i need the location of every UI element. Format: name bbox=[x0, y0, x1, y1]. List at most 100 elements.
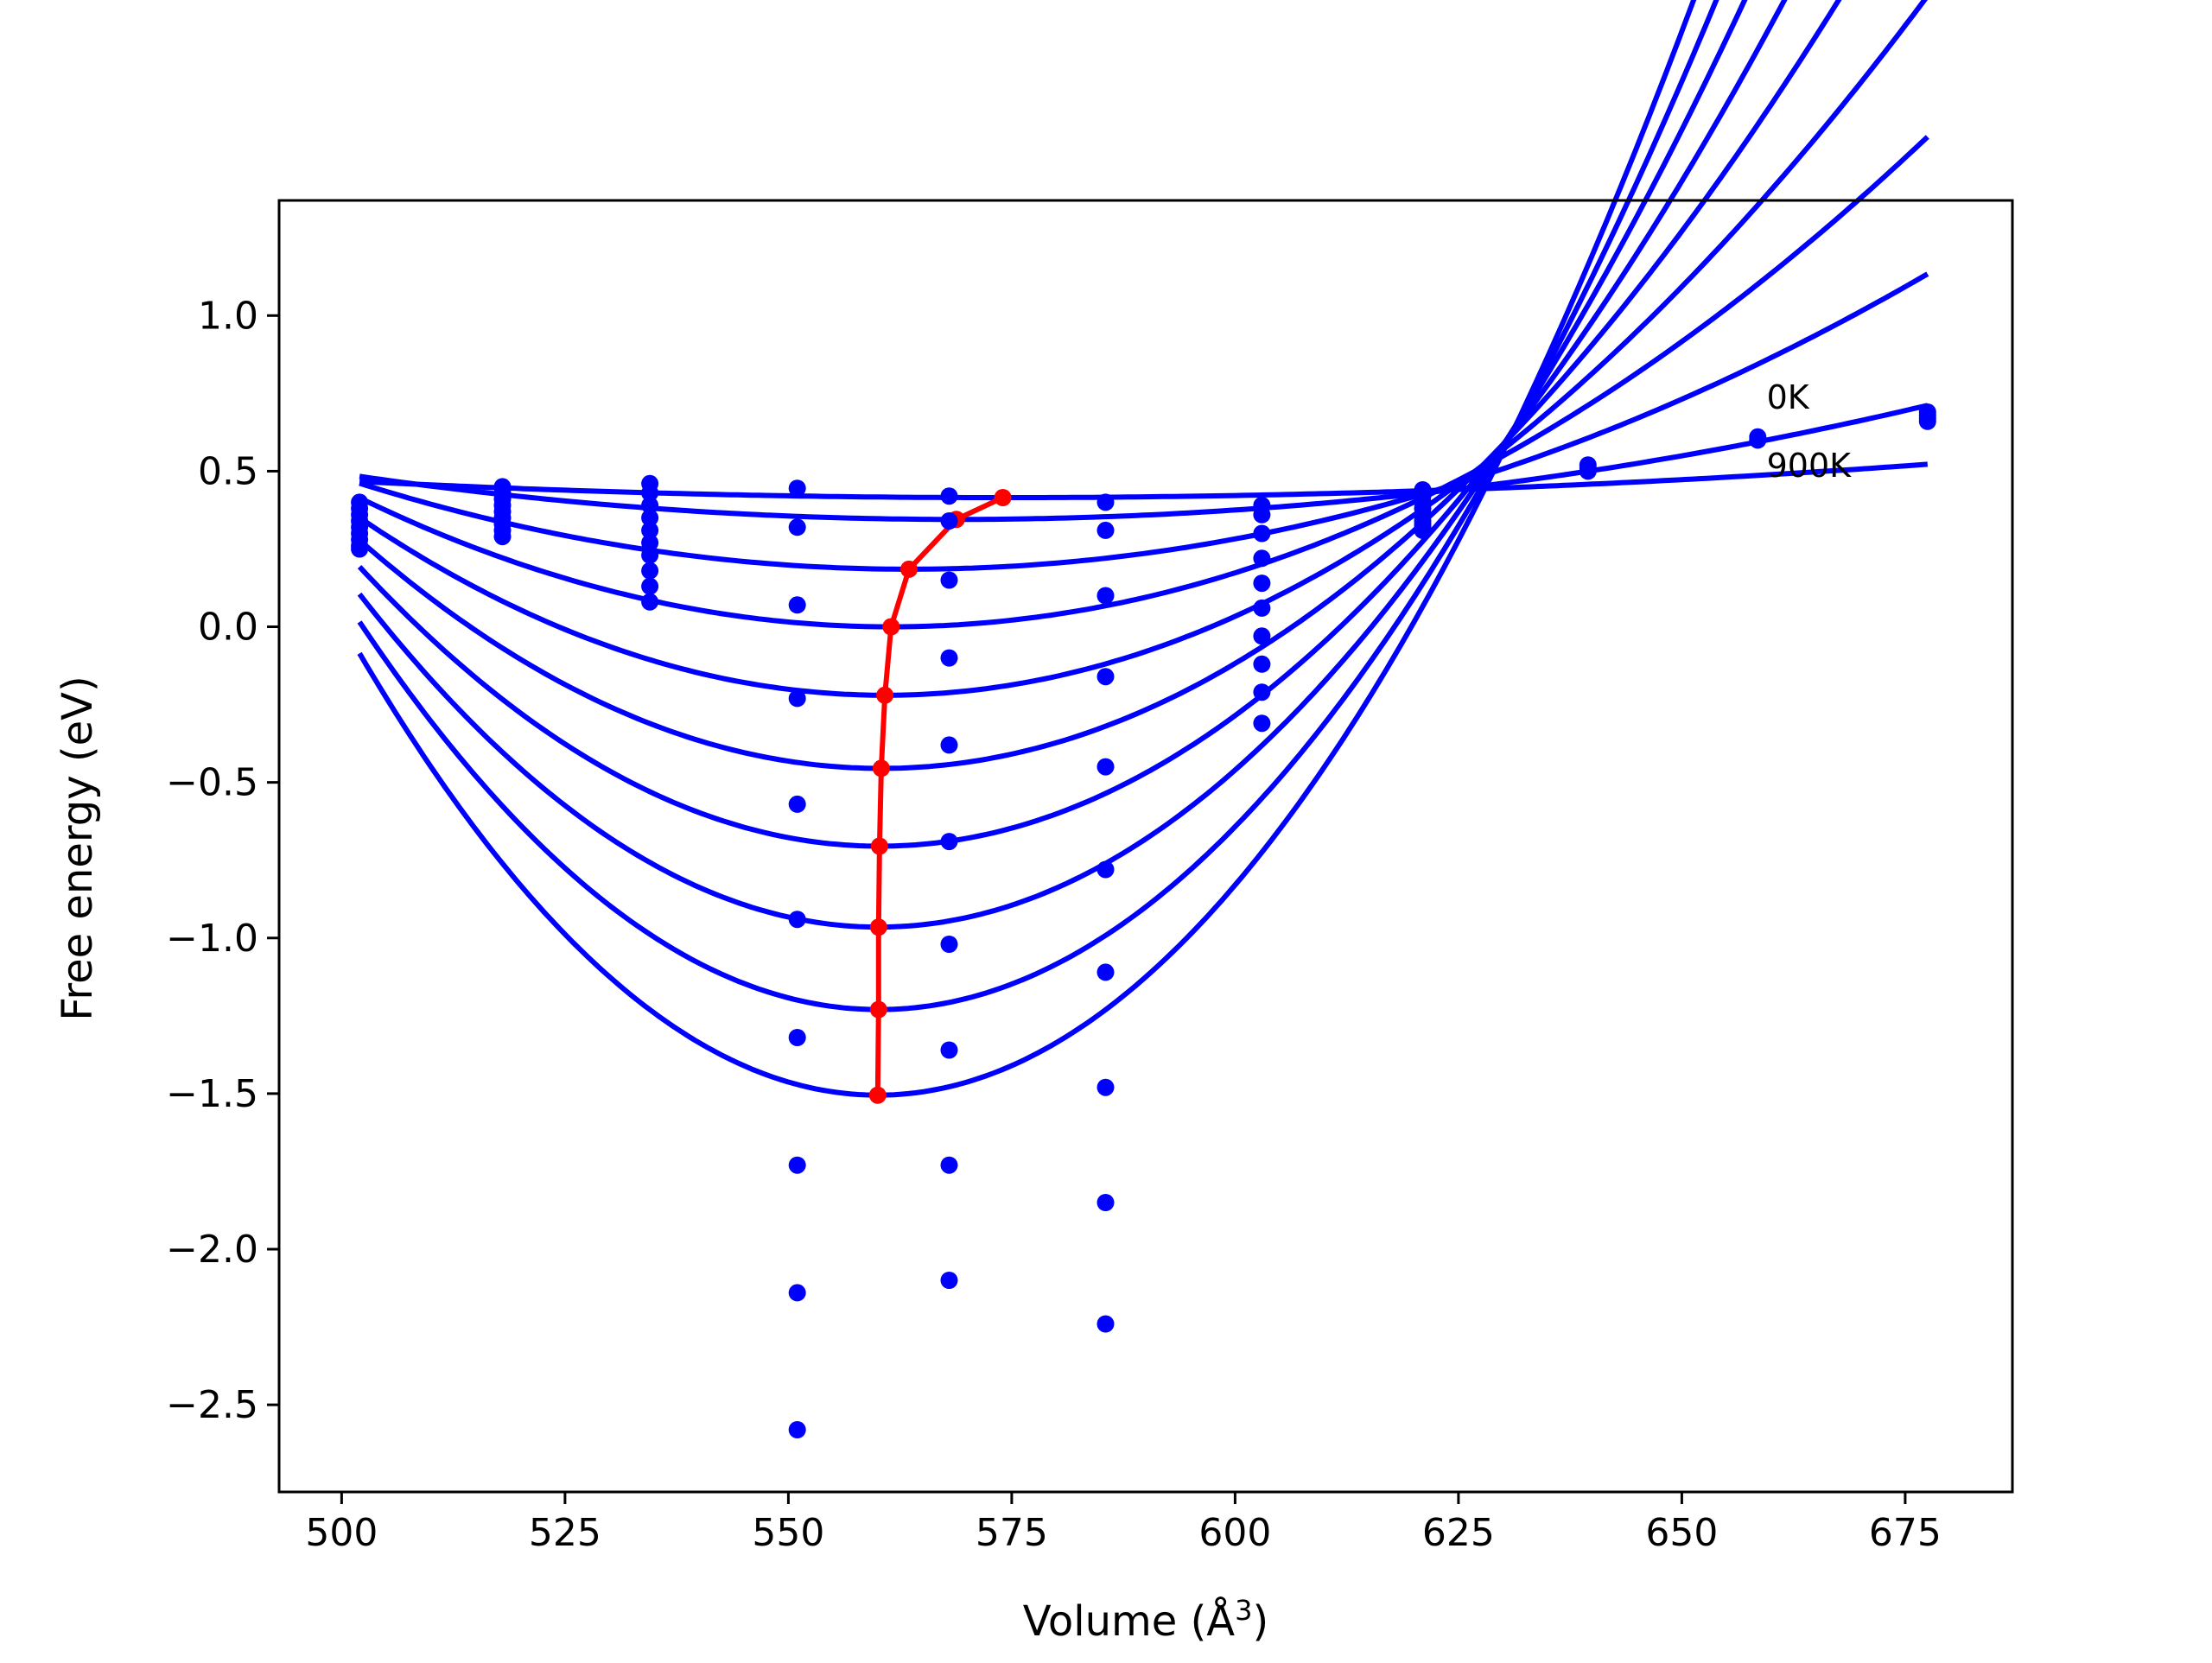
minimum-point-2 bbox=[900, 560, 918, 578]
fit-curves bbox=[357, 0, 1929, 1098]
minimum-point-6 bbox=[870, 837, 888, 855]
data-point-4-1 bbox=[940, 512, 958, 530]
data-point-3-7 bbox=[788, 1156, 806, 1174]
data-point-1-8 bbox=[493, 528, 512, 546]
data-point-4-5 bbox=[940, 833, 958, 851]
data-point-5-0 bbox=[1096, 493, 1115, 511]
data-point-3-9 bbox=[788, 1421, 806, 1438]
data-point-0-8 bbox=[351, 540, 369, 558]
data-point-4-0 bbox=[940, 487, 958, 505]
data-point-4-3 bbox=[940, 649, 958, 667]
data-point-6-4 bbox=[1253, 574, 1271, 593]
data-point-2-6 bbox=[641, 546, 659, 564]
y-tick-label-4: −1.0 bbox=[166, 917, 258, 961]
data-point-3-6 bbox=[788, 1029, 806, 1046]
data-point-5-5 bbox=[1096, 860, 1115, 879]
data-point-4-4 bbox=[940, 736, 958, 754]
data-point-4-7 bbox=[940, 1041, 958, 1059]
data-point-6-2 bbox=[1253, 524, 1271, 543]
data-point-3-3 bbox=[788, 689, 806, 708]
fit-curve-3 bbox=[358, 135, 1929, 630]
data-point-3-1 bbox=[788, 518, 806, 536]
data-point-2-1 bbox=[641, 484, 659, 502]
data-point-6-3 bbox=[1253, 549, 1271, 568]
minimum-point-7 bbox=[869, 918, 887, 936]
data-point-3-4 bbox=[788, 795, 806, 813]
y-tick-label-1: 0.5 bbox=[198, 449, 258, 493]
data-point-5-1 bbox=[1096, 521, 1115, 539]
data-point-4-2 bbox=[940, 571, 958, 589]
plot-frame bbox=[277, 199, 2014, 1494]
annotation-0: 0K bbox=[1767, 378, 1810, 416]
annotations: 0K 900K bbox=[1767, 378, 1853, 485]
y-axis-ticks: 1.0 0.5 0.0 −0.5 −1.0 −1.5 −2.0 −2.5 bbox=[166, 294, 279, 1427]
data-point-6-5 bbox=[1253, 599, 1271, 617]
y-axis-label: Free energy (eV) bbox=[54, 676, 102, 1020]
data-point-5-2 bbox=[1096, 587, 1115, 605]
data-point-6-9 bbox=[1253, 714, 1271, 733]
data-point-2-9 bbox=[641, 593, 659, 611]
data-point-10-3 bbox=[1918, 412, 1936, 430]
minimum-point-9 bbox=[868, 1086, 887, 1104]
y-tick-label-6: −2.0 bbox=[166, 1228, 258, 1272]
x-tick-label-1: 525 bbox=[529, 1511, 601, 1555]
data-point-6-8 bbox=[1253, 683, 1271, 701]
data-point-5-8 bbox=[1096, 1194, 1115, 1211]
data-point-3-2 bbox=[788, 596, 806, 614]
data-point-3-5 bbox=[788, 911, 806, 929]
x-tick-label-6: 650 bbox=[1645, 1511, 1718, 1555]
data-point-3-0 bbox=[788, 479, 806, 498]
fit-curve-4 bbox=[358, 0, 1929, 698]
minimum-point-8 bbox=[869, 1000, 887, 1019]
x-tick-label-3: 575 bbox=[976, 1511, 1048, 1555]
x-tick-label-4: 600 bbox=[1198, 1511, 1271, 1555]
x-tick-label-0: 500 bbox=[305, 1511, 378, 1555]
y-tick-label-3: −0.5 bbox=[166, 761, 258, 805]
data-point-7-8 bbox=[1414, 521, 1432, 539]
minimum-point-5 bbox=[872, 759, 890, 778]
x-tick-label-7: 675 bbox=[1869, 1511, 1942, 1555]
data-point-2-4 bbox=[641, 521, 659, 539]
data-point-4-8 bbox=[940, 1156, 958, 1174]
data-point-4-6 bbox=[940, 936, 958, 953]
data-point-5-4 bbox=[1096, 758, 1115, 776]
x-tick-label-2: 550 bbox=[752, 1511, 824, 1555]
y-tick-label-5: −1.5 bbox=[166, 1072, 258, 1116]
data-point-6-7 bbox=[1253, 655, 1271, 673]
fit-curve-1 bbox=[359, 403, 1929, 523]
data-point-4-9 bbox=[940, 1272, 958, 1289]
scatter-points bbox=[351, 403, 1936, 1438]
data-point-6-6 bbox=[1253, 627, 1271, 645]
data-point-8-2 bbox=[1579, 462, 1597, 480]
data-point-5-7 bbox=[1096, 1078, 1115, 1096]
minimum-point-4 bbox=[876, 686, 894, 704]
data-point-3-8 bbox=[788, 1284, 806, 1302]
minimum-point-3 bbox=[882, 618, 900, 636]
data-point-5-6 bbox=[1096, 963, 1115, 981]
data-point-2-7 bbox=[641, 562, 659, 580]
annotation-1: 900K bbox=[1767, 447, 1853, 485]
fit-curve-2 bbox=[359, 271, 1929, 572]
y-tick-label-2: 0.0 bbox=[198, 606, 258, 650]
fit-curve-9 bbox=[357, 0, 1697, 1098]
data-point-5-9 bbox=[1096, 1315, 1115, 1333]
fit-curve-6 bbox=[357, 0, 1788, 849]
minima-path bbox=[874, 495, 1004, 1095]
data-point-2-2 bbox=[641, 497, 659, 514]
fit-curve-7 bbox=[357, 0, 1748, 930]
data-point-2-5 bbox=[641, 534, 659, 552]
data-point-2-8 bbox=[641, 577, 659, 595]
y-tick-label-0: 1.0 bbox=[198, 294, 258, 338]
x-axis-label: Volume (Å3) bbox=[1023, 1594, 1268, 1646]
data-point-6-1 bbox=[1253, 505, 1271, 524]
data-point-9-1 bbox=[1749, 431, 1767, 449]
x-tick-label-5: 625 bbox=[1422, 1511, 1495, 1555]
data-point-5-3 bbox=[1096, 668, 1115, 686]
minimum-point-0 bbox=[994, 489, 1012, 506]
x-axis-ticks: 500 525 550 575 600 625 650 675 bbox=[305, 1492, 1942, 1555]
fit-curve-8 bbox=[357, 0, 1719, 1012]
y-tick-label-7: −2.5 bbox=[166, 1383, 258, 1427]
fit-curve-5 bbox=[358, 0, 1842, 771]
